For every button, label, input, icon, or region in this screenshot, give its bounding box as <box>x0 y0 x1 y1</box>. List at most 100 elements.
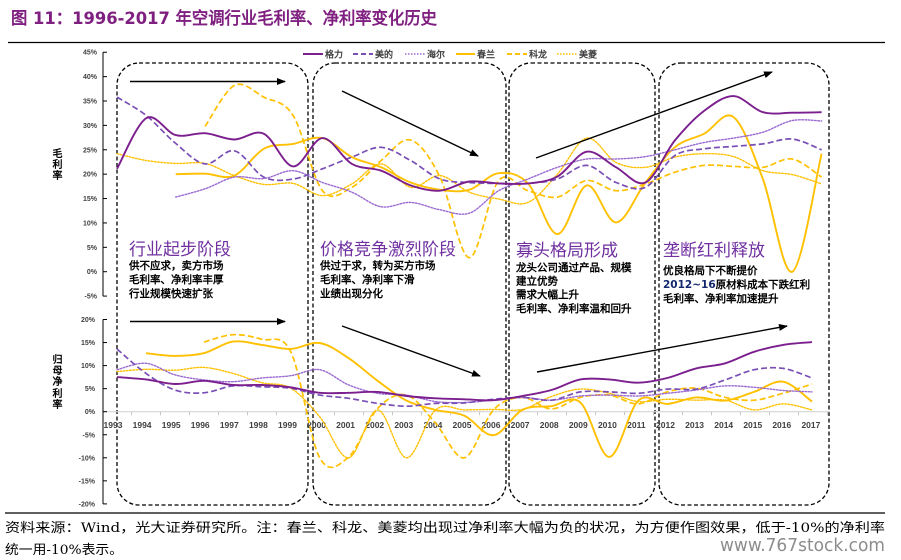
stage-desc-line: 毛利率、净利率下滑 <box>320 273 415 286</box>
stage-box-monopoly-dividend <box>658 62 830 506</box>
highlight-year-range: 2012~16 <box>663 279 716 291</box>
stage-desc-line: 需求大幅上升 <box>516 288 579 301</box>
stage-box-startup <box>116 62 309 506</box>
trend-arrows <box>130 71 788 377</box>
net-margin-line-meiling <box>116 366 813 459</box>
gross-margin-series-kelon <box>204 83 823 259</box>
legend-label: 美菱 <box>579 49 597 61</box>
stage-desc-line: 毛利率、净利率温和回升 <box>516 302 632 315</box>
net-margin-axis-title: 归母净利率 <box>52 355 63 411</box>
gross-margin-axis-title: 毛利率 <box>52 149 63 183</box>
gross-margin-y-tick-label: 45% <box>83 50 98 57</box>
net-margin-x-tick-label: 2005 <box>453 420 472 430</box>
net-margin-x-tick-label: 1994 <box>133 420 152 430</box>
gross-margin-line-kelon <box>204 83 823 259</box>
net-margin-x-tick-label: 1996 <box>191 420 210 430</box>
legend-label: 春兰 <box>476 49 495 61</box>
net-margin-y-tick-label: 10% <box>81 363 96 370</box>
net-margin-y-tick-label: -20% <box>79 501 96 508</box>
gross-margin-y-tick-label: 15% <box>83 196 98 203</box>
legend-label: 科龙 <box>529 49 547 61</box>
net-trend-arrow-down <box>341 325 481 377</box>
legend-label: 美的 <box>375 49 393 61</box>
legend: 格力 美的 海尔 春兰 科龙 美菱 <box>303 49 597 61</box>
stage-desc-line: 毛利率、净利率加速提升 <box>663 292 779 305</box>
stage-annotation-price-war: 价格竞争激烈阶段 供过于求，转为买方市场 毛利率、净利率下滑 业绩出现分化 <box>319 240 456 300</box>
stage-desc-line: 建立优势 <box>515 275 558 288</box>
net-margin-x-tick-label: 2013 <box>685 420 704 430</box>
gross-margin-line-chunlan <box>175 114 823 273</box>
net-margin-series-kelon <box>203 333 813 469</box>
net-margin-x-tick-label: 1995 <box>162 420 181 430</box>
gross-margin-plot: 45% 40% 35% 30% 25% 20% 15% 10% 5% 0% -5% <box>83 50 823 301</box>
net-margin-series-midea <box>116 348 813 408</box>
legend-label: 格力 <box>325 49 343 61</box>
gross-margin-line-meiling <box>116 137 823 205</box>
net-margin-line-midea <box>116 348 813 408</box>
stage-desc-line: 优良格局下不断提价 <box>663 264 758 277</box>
stage-desc-text: 原材料成本下跌红利 <box>716 278 811 291</box>
legend-item: 格力 <box>303 49 343 61</box>
net-margin-y-tick-label: 0% <box>85 409 96 416</box>
net-margin-line-kelon <box>203 333 813 469</box>
stage-desc-line: 供过于求，转为买方市场 <box>319 259 436 272</box>
gross-margin-y-tick-label: 35% <box>83 99 98 106</box>
stage-title: 垄断红利释放 <box>663 241 765 261</box>
gross-margin-y-tick-label: 20% <box>83 172 98 179</box>
stage-annotation-startup: 行业起步阶段 供不应求，卖方市场 毛利率、净利率丰厚 行业规模快速扩张 <box>128 240 231 300</box>
gross-margin-y-tick-label: -5% <box>85 294 98 301</box>
gross-trend-arrow-up <box>535 71 773 159</box>
legend-item: 美菱 <box>557 49 597 61</box>
stage-desc-line: 行业规模快速扩张 <box>128 287 213 300</box>
net-margin-x-tick-label: 1999 <box>278 420 297 430</box>
source-note: 资料来源：Wind，光大证券研究所。注：春兰、科龙、美菱均出现过净利率大幅为负的… <box>5 520 885 536</box>
gross-margin-y-tick-label: 0% <box>87 269 98 276</box>
gross-margin-series-midea <box>116 96 822 190</box>
stage-annotation-oligopoly: 寡头格局形成 龙头公司通过产品、规模 建立优势 需求大幅上升 毛利率、净利率温和… <box>515 241 632 315</box>
net-margin-x-tick-label: 2007 <box>511 420 530 430</box>
net-margin-x-tick-label: 1998 <box>249 420 268 430</box>
net-margin-y-tick-label: 15% <box>81 340 96 347</box>
net-margin-series-gree <box>116 341 813 402</box>
gross-margin-y-tick-label: 25% <box>83 147 98 154</box>
legend-item: 科龙 <box>507 49 547 61</box>
net-margin-y-tick-label: 20% <box>81 317 96 324</box>
stage-desc-line: 龙头公司通过产品、规模 <box>515 261 632 274</box>
net-margin-x-tick-label: 2016 <box>772 420 791 430</box>
stage-boxes <box>116 62 830 506</box>
stage-title: 价格竞争激烈阶段 <box>320 240 456 260</box>
stage-desc-line: 供不应求，卖方市场 <box>128 259 224 272</box>
gross-margin-line-midea <box>116 96 822 190</box>
net-margin-x-tick-label: 2010 <box>598 420 617 430</box>
stage-annotation-monopoly-dividend: 垄断红利释放 优良格局下不断提价 2012~16原材料成本下跌红利 毛利率、净利… <box>663 241 810 305</box>
gross-margin-series-gree <box>116 95 822 192</box>
net-margin-x-tick-label: 2000 <box>307 420 326 430</box>
net-margin-x-tick-label: 2008 <box>540 420 559 430</box>
stage-desc-line: 业绩出现分化 <box>320 287 383 300</box>
figure-title: 图 11：1996-2017 年空调行业毛利率、净利率变化历史 <box>11 8 438 29</box>
stage-title: 行业起步阶段 <box>129 240 231 260</box>
net-margin-y-tick-label: -5% <box>83 432 96 439</box>
net-margin-x-tick-label: 1997 <box>220 420 239 430</box>
net-margin-y-tick-label: -15% <box>79 478 96 485</box>
gross-margin-series-haier <box>175 119 823 215</box>
net-margin-x-tick-label: 2014 <box>714 420 733 430</box>
net-margin-x-tick-label: 2012 <box>656 420 675 430</box>
net-margin-x-tick-label: 2006 <box>482 420 501 430</box>
net-margin-y-tick-label: 5% <box>85 386 96 393</box>
net-margin-x-tick-label: 2011 <box>627 420 646 430</box>
legend-item: 春兰 <box>456 49 495 61</box>
gross-margin-series-chunlan <box>175 114 823 273</box>
source-note-continued: 统一用-10%表示。 <box>5 543 123 558</box>
gross-margin-y-tick-label: 40% <box>83 74 98 81</box>
net-margin-x-tick-label: 2001 <box>336 420 355 430</box>
legend-item: 海尔 <box>405 49 445 61</box>
stage-desc-line: 2012~16原材料成本下跌红利 <box>663 278 810 291</box>
legend-item: 美的 <box>353 49 393 61</box>
gross-margin-line-haier <box>175 119 823 215</box>
net-margin-y-tick-label: -10% <box>79 455 96 462</box>
net-margin-x-tick-label: 2017 <box>801 420 820 430</box>
net-margin-x-tick-label: 2003 <box>394 420 413 430</box>
stage-title: 寡头格局形成 <box>516 241 618 261</box>
